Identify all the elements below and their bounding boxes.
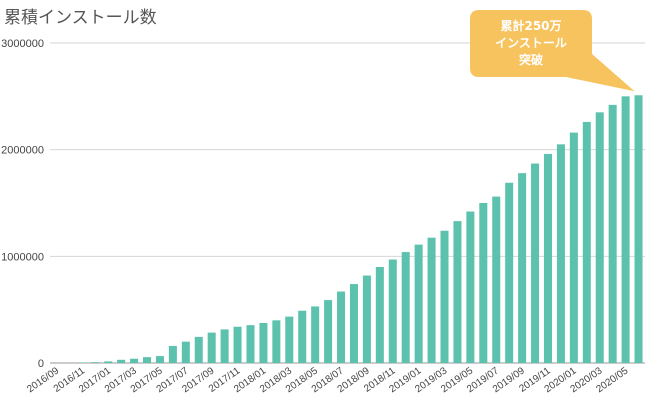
bar xyxy=(440,230,449,363)
bar xyxy=(168,345,177,363)
bar xyxy=(492,196,501,363)
bar xyxy=(259,323,268,363)
bar xyxy=(466,211,475,363)
bar xyxy=(453,221,462,363)
bar xyxy=(388,259,397,363)
bar xyxy=(311,306,320,363)
y-tick-label: 3000000 xyxy=(1,38,44,50)
bar xyxy=(479,203,488,363)
bar xyxy=(414,244,423,363)
bar xyxy=(285,316,294,363)
bar xyxy=(569,132,578,363)
bar xyxy=(518,173,527,363)
bar xyxy=(634,95,643,364)
bar xyxy=(401,252,410,363)
bar xyxy=(233,326,242,363)
bar xyxy=(181,341,190,363)
callout-line-3: 突破 xyxy=(519,52,543,67)
callout-line-1: 累計250万 xyxy=(500,18,561,33)
bar xyxy=(608,104,617,363)
bar xyxy=(531,163,540,363)
bar xyxy=(556,144,565,363)
bar xyxy=(246,325,255,363)
callout-line-2: インストール xyxy=(495,36,567,50)
y-tick-label: 0 xyxy=(38,358,44,370)
bar xyxy=(117,359,126,363)
bar xyxy=(298,310,307,363)
bar xyxy=(130,358,139,363)
chart-title: 累積インストール数 xyxy=(4,8,157,28)
bar xyxy=(595,112,604,363)
bar xyxy=(349,284,358,363)
gridlines xyxy=(50,42,645,364)
bar xyxy=(143,357,152,363)
bar xyxy=(427,237,436,363)
y-tick-label: 1000000 xyxy=(1,251,44,263)
bar xyxy=(272,320,281,363)
bar xyxy=(155,356,164,363)
callout-bubble xyxy=(470,10,635,92)
bars xyxy=(78,95,643,364)
bar xyxy=(207,332,216,363)
milestone-callout: 累計250万 インストール 突破 xyxy=(470,10,635,92)
bar xyxy=(337,291,346,363)
bar xyxy=(220,329,229,363)
bar xyxy=(582,121,591,363)
y-axis: 0 1000000 2000000 3000000 xyxy=(1,38,44,370)
bar xyxy=(194,336,203,363)
bar xyxy=(375,267,384,363)
y-tick-label: 2000000 xyxy=(1,145,44,157)
bar xyxy=(324,300,333,363)
bar xyxy=(104,361,113,363)
bar xyxy=(362,275,371,363)
x-axis: 2016/092016/112017/012017/032017/052017/… xyxy=(25,365,630,395)
bar xyxy=(91,362,100,363)
bar xyxy=(505,182,514,363)
bar xyxy=(78,362,87,363)
bar xyxy=(543,153,552,363)
bar xyxy=(621,96,630,363)
